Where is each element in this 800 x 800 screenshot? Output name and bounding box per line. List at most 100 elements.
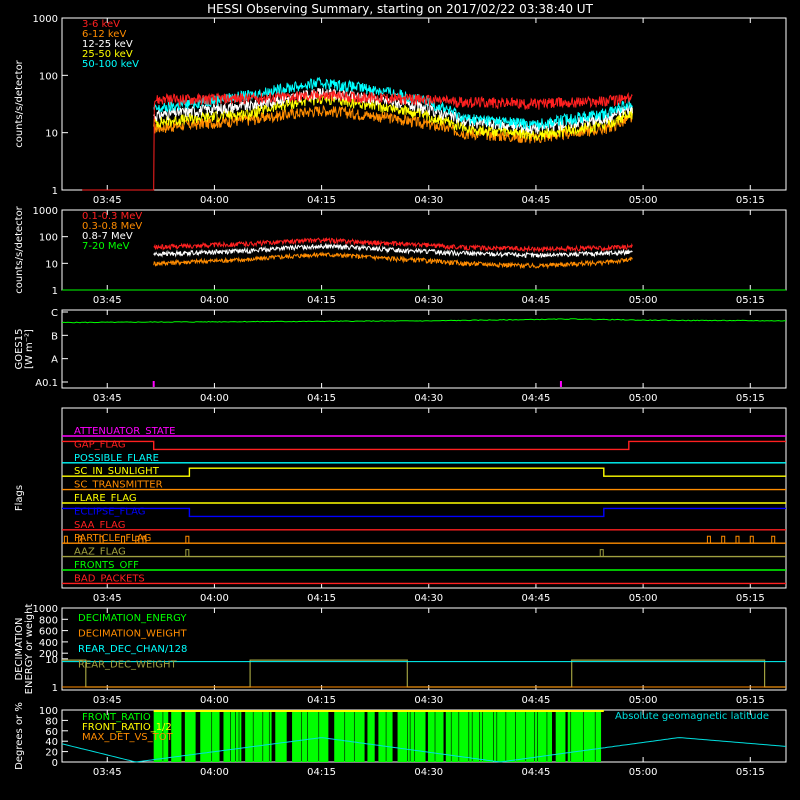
flags-x-tick-label: 04:00 [200,593,229,604]
ratios-front-ratio-bar [482,711,494,762]
decimation-legend-entry: REAR_DEC_WEIGHT [78,660,177,671]
ratios-y-tick-label: 40 [45,737,58,748]
ratios-front-ratio-bar [319,711,329,762]
ratios-front-ratio-bar [445,711,451,762]
flags-flag-blip [142,535,147,544]
gamma-x-tick-label: 05:00 [629,295,658,306]
gamma-legend-entry: 7-20 MeV [82,241,130,252]
xray_low-legend-entry: 12-25 keV [82,39,133,50]
flags-flag-label: ECLIPSE_FLAG [74,506,145,517]
ratios-front-ratio-bar [515,711,526,762]
ratios-front-ratio-bar [493,711,497,762]
flags-x-tick-label: 04:45 [522,593,551,604]
ratios-front-ratio-bar [451,711,459,762]
ratios-x-tick-label: 04:45 [522,767,551,778]
chart-title: HESSI Observing Summary, starting on 201… [207,2,593,16]
ratios-front-ratio-bar [414,711,426,762]
ratios-legend-entry: MAX_DET_VS_TOT [82,732,174,743]
decimation-x-tick-label: 04:30 [414,695,443,706]
ratios-front-ratio-bar [526,711,535,762]
ratios-front-ratio-bar [275,711,287,762]
ratios-y-axis-label: Degrees or % [14,702,25,770]
ratios-front-ratio-bar [459,711,469,762]
decimation-x-tick-label: 04:15 [307,695,336,706]
flags-flag-blip [735,535,740,544]
decimation-plot-frame [61,607,787,691]
decimation-x-tick-label: 05:00 [629,695,658,706]
decimation-y-axis-label: DECIMATION [14,617,25,680]
flags-flag-line [62,440,786,451]
xray_low-x-tick-label: 04:00 [200,195,229,206]
ratios-front-ratio-bar [354,711,365,762]
flags-flag-label: SC_TRANSMITTER [74,480,163,491]
decimation-legend-entry: DECIMATION_ENERGY [78,613,187,624]
ratios-front-ratio-bar [245,711,253,762]
ratios-front-ratio-bar [397,711,408,762]
ratios-front-ratio-bar [410,711,414,762]
decimation-x-tick-label: 05:15 [736,695,765,706]
ratios-front-ratio-bar [184,711,196,762]
flags-flag-blip [78,535,83,544]
decimation-y-tick-label: 10 [45,655,58,666]
ratios-y-tick-label: 100 [39,706,58,717]
ratios-front-ratio-bar [407,711,410,762]
goes-goes-flux-line [61,318,786,324]
ratios-front-ratio-bar [334,711,345,762]
ratios-front-ratio-bar [269,711,272,762]
ratios-front-ratio-bar [263,711,269,762]
decimation-x-tick-label: 03:45 [93,695,122,706]
goes-y-tick-label: B [51,331,58,342]
xray_low-y-axis-label: counts/s/detector [14,59,25,147]
flags-flag-blip [99,535,104,544]
gamma-legend-entry: 0.8-7 MeV [82,231,133,242]
xray_low-y-tick-label: 1 [52,186,58,197]
decimation-y-tick-label: 800 [39,615,58,626]
ratios-x-tick-label: 05:00 [629,767,658,778]
ratios-front-ratio-bar [435,711,444,762]
gamma-x-tick-label: 04:00 [200,295,229,306]
xray_low-series-line [153,92,633,142]
gamma-series-line [153,236,633,253]
decimation-y-tick-label: 1 [52,683,58,694]
ratios-front-ratio-bar [571,711,583,762]
flags-flag-blip [706,535,711,544]
ratios-annotation: Absolute geomagnetic latitude [615,711,769,722]
flags-flag-label: ATTENUATOR_STATE [74,426,175,437]
xray_low-x-tick-label: 03:45 [93,195,122,206]
flags-plot-frame [61,407,787,589]
decimation-legend-entry: DECIMATION_WEIGHT [78,629,187,640]
xray_low-legend-entry: 3-6 keV [82,19,120,30]
flags-flag-label: SC_IN_SUNLIGHT [74,466,160,477]
gamma-legend-entry: 0.1-0.3 MeV [82,211,142,222]
ratios-front-ratio-bar [479,711,483,762]
goes-x-tick-label: 05:00 [629,393,658,404]
flags-flag-line [62,507,786,518]
ratios-front-ratio-bar [301,711,308,762]
ratios-front-ratio-bar [292,711,301,762]
flags-x-tick-label: 05:15 [736,593,765,604]
goes-x-tick-label: 04:45 [522,393,551,404]
flags-flag-label: PARTICLE_FLAG [74,533,151,544]
ratios-x-tick-label: 04:15 [307,767,336,778]
ratios-front-ratio-bar [163,711,169,762]
flags-flag-label: FRONTS_OFF [74,560,139,571]
xray_low-x-tick-label: 05:00 [629,195,658,206]
xray_low-series-line [153,88,633,135]
flags-flag-line [62,467,786,477]
xray_low-x-tick-label: 04:15 [307,195,336,206]
ratios-front-ratio-bar [367,711,375,762]
gamma-x-tick-label: 03:45 [93,295,122,306]
goes-plot-frame [61,309,787,389]
ratios-front-ratio-bar [253,711,263,762]
xray_low-legend-entry: 50-100 keV [82,59,139,70]
ratios-x-tick-label: 04:00 [200,767,229,778]
goes-y-tick-label: A0.1 [35,378,58,389]
gamma-x-tick-label: 05:15 [736,295,765,306]
ratios-front-ratio-bar [171,711,182,762]
xray_low-legend-entry: 6-12 keV [82,29,126,40]
flags-flag-blip [185,549,190,557]
flags-x-tick-label: 05:00 [629,593,658,604]
ratios-front-ratio-bar [153,711,163,762]
decimation-y-tick-label: 600 [39,627,58,638]
